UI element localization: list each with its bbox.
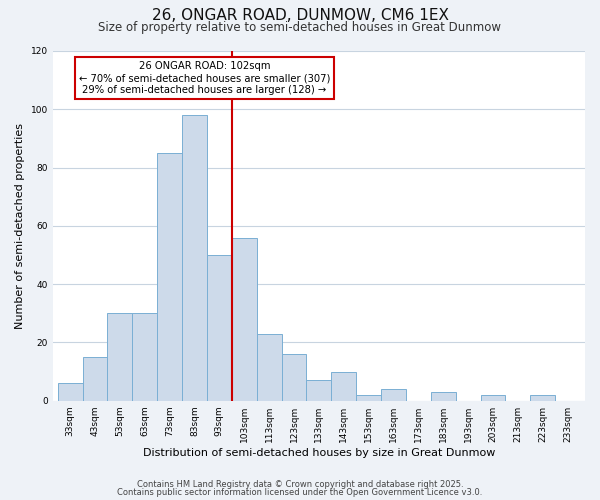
X-axis label: Distribution of semi-detached houses by size in Great Dunmow: Distribution of semi-detached houses by … <box>143 448 495 458</box>
Bar <box>307 380 331 400</box>
Bar <box>431 392 455 400</box>
Bar <box>232 238 257 400</box>
Bar <box>132 314 157 400</box>
Text: Contains HM Land Registry data © Crown copyright and database right 2025.: Contains HM Land Registry data © Crown c… <box>137 480 463 489</box>
Bar <box>83 357 107 401</box>
Bar <box>58 383 83 400</box>
Y-axis label: Number of semi-detached properties: Number of semi-detached properties <box>15 123 25 329</box>
Text: 26 ONGAR ROAD: 102sqm
← 70% of semi-detached houses are smaller (307)
29% of sem: 26 ONGAR ROAD: 102sqm ← 70% of semi-deta… <box>79 62 330 94</box>
Bar <box>257 334 281 400</box>
Text: Size of property relative to semi-detached houses in Great Dunmow: Size of property relative to semi-detach… <box>98 21 502 34</box>
Bar <box>182 115 207 401</box>
Text: 26, ONGAR ROAD, DUNMOW, CM6 1EX: 26, ONGAR ROAD, DUNMOW, CM6 1EX <box>151 8 449 22</box>
Bar <box>331 372 356 400</box>
Bar <box>481 395 505 400</box>
Bar <box>157 153 182 400</box>
Bar <box>281 354 307 401</box>
Bar <box>207 255 232 400</box>
Text: Contains public sector information licensed under the Open Government Licence v3: Contains public sector information licen… <box>118 488 482 497</box>
Bar <box>107 314 132 400</box>
Bar <box>530 395 555 400</box>
Bar <box>356 395 381 400</box>
Bar <box>381 389 406 400</box>
